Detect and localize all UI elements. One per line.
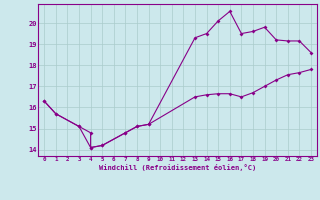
- X-axis label: Windchill (Refroidissement éolien,°C): Windchill (Refroidissement éolien,°C): [99, 164, 256, 171]
